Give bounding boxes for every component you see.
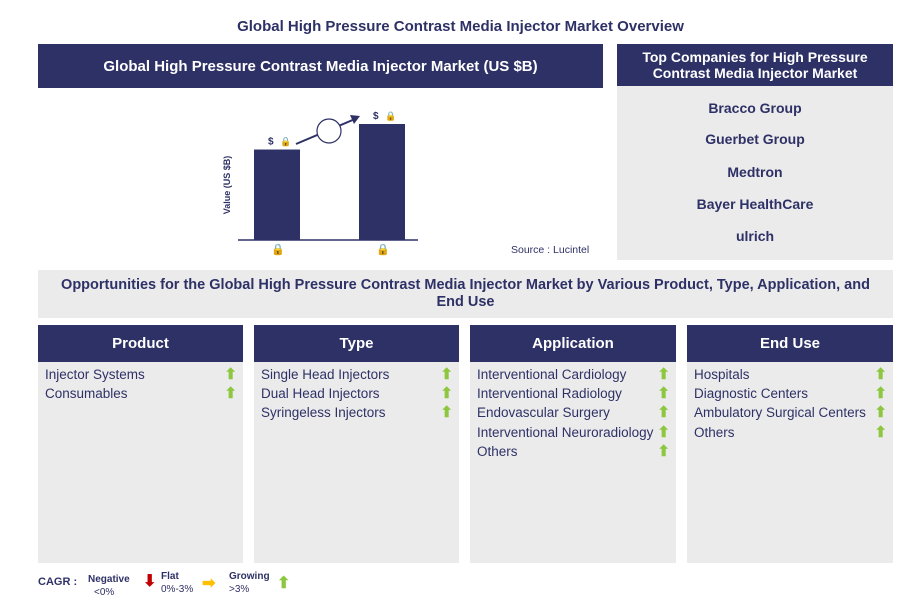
company-item: Guerbet Group [705,131,805,147]
bar-value-label: $ [373,111,379,122]
source-label: Source : Lucintel [511,244,589,256]
cagr-circle [316,118,342,144]
growth-arrow-icon: ⬆ [224,366,237,383]
column-header-end-use: End Use [687,325,893,362]
opportunities-banner: Opportunities for the Global High Pressu… [38,270,893,318]
growth-arrow-icon: ⬆ [874,385,887,403]
item-label: Ambulatory Surgical Centers [694,405,866,421]
company-item: Medtron [727,164,783,180]
list-item: Others ⬆ [470,442,676,461]
item-label: Hospitals [694,367,750,382]
list-item: Interventional Radiology ⬆ [470,384,676,403]
companies-panel: Bracco Group Guerbet Group Medtron Bayer… [617,86,893,260]
legend-flat-range: 0%-3% [161,584,194,595]
chart-header: Global High Pressure Contrast Media Inje… [38,44,603,88]
column-body: Interventional Cardiology ⬆ Interventional… [470,362,676,563]
column-header-product: Product [38,325,243,362]
growth-arrow-icon: ⬆ [657,423,670,441]
trend-arrowhead [350,115,360,124]
column-header-type: Type [254,325,459,362]
growth-arrow-icon: ⬆ [657,404,670,422]
x-tick-lock-icon: 🔒 [376,243,390,256]
legend-negative-range: <0% [94,587,115,598]
legend-negative: Negative [88,574,130,585]
growth-arrow-icon: ⬆ [440,366,453,383]
growth-arrow-icon: ⬆ [657,385,670,403]
legend-growing-range: >3% [229,584,250,595]
x-tick-lock-icon: 🔒 [271,243,285,256]
list-item: Interventional Neuroradiology ⬆ [470,423,676,442]
list-item: Ambulatory Surgical Centers ⬆ [687,403,893,422]
item-label: Interventional Cardiology [477,367,627,382]
bar [254,149,300,240]
list-item: Endovascular Surgery ⬆ [470,403,676,422]
item-label: Others [477,443,518,459]
list-item: Others ⬆ [687,423,893,442]
legend-growing: Growing [229,571,270,582]
legend-flat: Flat [161,571,179,582]
list-item: Hospitals ⬆ [687,365,893,384]
bar-chart: Value (US $B) $ 🔒 🔒 $ 🔒 🔒 Source : Lucintel [222,111,589,256]
column-body: Single Head Injectors ⬆ Dual Head Injector… [254,362,459,563]
arrow-right-icon: ➡ [202,575,216,592]
list-item: Dual Head Injectors ⬆ [254,384,459,403]
growth-arrow-icon: ⬆ [874,423,887,441]
company-item: Bayer HealthCare [696,196,814,212]
arrow-down-icon: ⬇ [143,573,157,590]
item-label: Consumables [45,386,128,402]
company-item: ulrich [735,228,775,244]
list-item: Consumables ⬆ [38,384,243,403]
lock-icon: 🔒 [280,137,291,147]
item-label: Single Head Injectors [261,367,390,382]
lock-icon: 🔒 [385,111,396,121]
item-label: Endovascular Surgery [477,405,610,421]
growth-arrow-icon: ⬆ [874,366,887,383]
companies-header: Top Companies for High Pressure Contrast… [617,44,893,86]
list-item: Diagnostic Centers ⬆ [687,384,893,403]
list-item: Injector Systems ⬆ [38,365,243,384]
page-title: Global High Pressure Contrast Media Inje… [237,18,684,35]
arrow-up-icon: ⬆ [277,575,291,592]
list-item: Single Head Injectors ⬆ [254,365,459,384]
list-item: Interventional Cardiology ⬆ [470,365,676,384]
column-header-application: Application [470,325,676,362]
item-label: Others [694,424,735,440]
item-label: Interventional Neuroradiology [477,424,654,440]
list-item: Syringeless Injectors ⬆ [254,403,459,422]
bar-value-label: $ [268,137,274,148]
growth-arrow-icon: ⬆ [657,442,670,460]
bar [359,124,405,240]
growth-arrow-icon: ⬆ [440,404,453,422]
growth-arrow-icon: ⬆ [657,366,670,383]
item-label: Syringeless Injectors [261,405,386,421]
item-label: Interventional Radiology [477,386,622,402]
company-item: Bracco Group [708,100,802,116]
item-label: Injector Systems [45,367,145,382]
cagr-label: CAGR : [38,576,78,588]
growth-arrow-icon: ⬆ [440,385,453,403]
column-body: Hospitals ⬆ Diagnostic Centers ⬆ Ambulatory … [687,362,893,563]
item-label: Diagnostic Centers [694,386,809,402]
growth-arrow-icon: ⬆ [874,404,887,422]
item-label: Dual Head Injectors [261,386,380,402]
y-axis-label: Value (US $B) [222,156,232,215]
column-body: Injector Systems ⬆ Consumables ⬆ [38,362,243,563]
growth-arrow-icon: ⬆ [224,385,237,403]
